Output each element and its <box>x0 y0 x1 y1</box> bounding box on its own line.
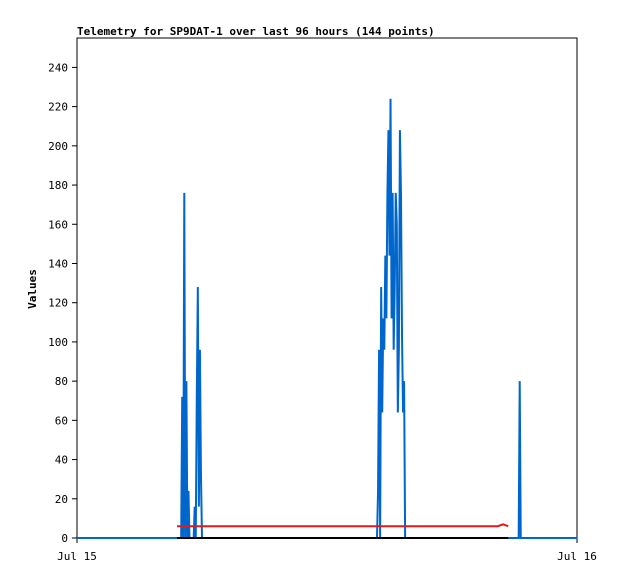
y-tick-label-200: 200 <box>48 140 68 153</box>
y-tick-label-240: 240 <box>48 61 68 74</box>
y-tick-label-220: 220 <box>48 101 68 114</box>
y-tick-label-100: 100 <box>48 336 68 349</box>
plot-frame <box>76 37 578 539</box>
x-tick-label-0: Jul 15 <box>57 550 97 563</box>
y-tick-label-120: 120 <box>48 297 68 310</box>
y-tick-label-60: 60 <box>55 414 68 427</box>
x-axis: Jul 15 Jul 16 <box>57 538 597 563</box>
y-tick-label-140: 140 <box>48 257 68 270</box>
y-tick-label-160: 160 <box>48 218 68 231</box>
y-tick-label-80: 80 <box>55 375 68 388</box>
y-axis: 0 20 40 60 80 100 120 140 160 180 200 220 240 <box>48 61 77 545</box>
x-tick-label-1: Jul 16 <box>557 550 597 563</box>
chart-title: Telemetry for SP9DAT-1 over last 96 hour… <box>77 25 435 38</box>
series-line-1 <box>177 523 509 528</box>
series-layer <box>77 98 577 539</box>
y-tick-label-0: 0 <box>61 532 68 545</box>
y-tick-label-20: 20 <box>55 493 68 506</box>
y-axis-label: Values <box>26 269 39 309</box>
y-tick-label-180: 180 <box>48 179 68 192</box>
y-tick-label-40: 40 <box>55 454 68 467</box>
